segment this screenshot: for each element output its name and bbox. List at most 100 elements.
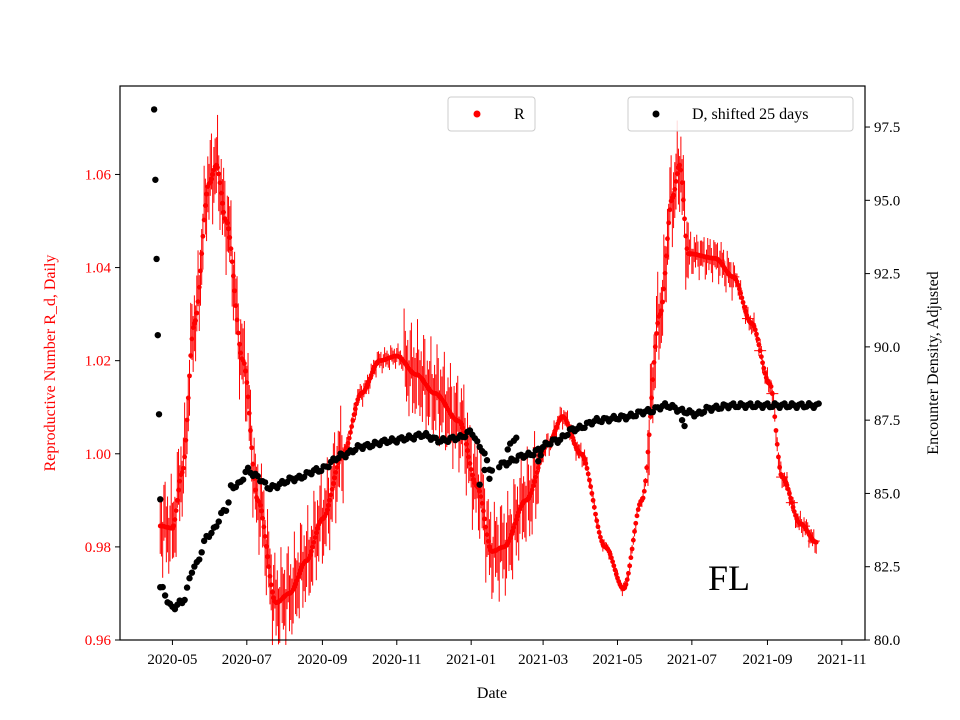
d-point (481, 466, 488, 474)
r-point (595, 524, 601, 530)
legend-d-marker (652, 110, 660, 118)
r-point (785, 486, 791, 492)
r-point (249, 445, 255, 451)
d-point (537, 452, 544, 459)
d-point (261, 479, 269, 486)
d-point (154, 331, 161, 339)
r-point (643, 478, 648, 484)
plot-area (150, 106, 822, 646)
r-point (468, 467, 474, 472)
r-point (640, 495, 646, 501)
d-point (300, 473, 308, 481)
r-point (623, 582, 629, 587)
y-left-tick-label: 1.00 (85, 447, 111, 463)
d-point (181, 596, 188, 604)
d-point (183, 584, 191, 591)
y-axis-left-title: Reproductive Number R_d, Daily (42, 255, 59, 472)
r-point (612, 567, 618, 573)
r-point (590, 497, 596, 503)
d-point (213, 523, 220, 530)
d-point (815, 400, 822, 407)
y-axis-left: 0.96 0.98 1.00 1.02 1.04 1.06 (85, 167, 120, 649)
r-point (791, 509, 797, 514)
r-point (761, 365, 767, 371)
x-tick-label: 2021-07 (667, 652, 717, 668)
d-point (581, 424, 588, 431)
r-point (235, 330, 241, 336)
plot-frame (119, 85, 866, 641)
d-point (476, 481, 483, 488)
d-point (157, 496, 164, 503)
d-point (513, 434, 520, 441)
legend-d: D, shifted 25 days (627, 96, 854, 132)
d-point (486, 475, 493, 482)
y-left-tick-label: 1.02 (85, 354, 111, 370)
d-point (239, 476, 247, 483)
r-point (641, 488, 647, 494)
r-point (482, 516, 487, 522)
x-tick-label: 2020-11 (372, 652, 421, 668)
r-point (611, 563, 617, 569)
r-point (593, 511, 598, 517)
y-left-tick-label: 1.04 (85, 261, 112, 277)
r-point (628, 555, 634, 561)
d-point (678, 416, 686, 424)
r-point (268, 582, 274, 588)
y-right-tick-label: 82.5 (874, 560, 900, 576)
r-point (741, 304, 747, 310)
d-point (504, 446, 511, 453)
x-tick-label: 2021-03 (518, 652, 568, 668)
r-point (584, 465, 590, 471)
d-point (186, 575, 193, 582)
r-point (629, 546, 635, 552)
r-point (758, 354, 764, 360)
legend-r: R (447, 96, 536, 132)
legend-d-label: D, shifted 25 days (692, 106, 808, 123)
x-axis: 2020-05 2020-07 2020-09 2020-11 2021-01 2021-… (147, 640, 867, 668)
r-point (589, 490, 595, 496)
r-point (350, 418, 356, 423)
d-point (244, 464, 252, 472)
d-point (681, 422, 688, 430)
d-point (196, 556, 203, 563)
r-point (776, 454, 781, 460)
legend-r-marker (473, 110, 481, 118)
d-point (474, 438, 481, 445)
y-right-tick-label: 92.5 (874, 267, 900, 283)
y-right-tick-label: 95.0 (874, 193, 900, 209)
d-series (150, 106, 822, 613)
r-point (772, 414, 778, 420)
r-point (682, 216, 687, 222)
r-point (627, 563, 633, 569)
y-right-tick-label: 80.0 (874, 633, 900, 649)
x-tick-label: 2020-09 (297, 652, 347, 668)
y-right-tick-label: 97.5 (874, 120, 900, 136)
x-tick-label: 2020-07 (222, 652, 272, 668)
r-point (630, 537, 636, 543)
x-tick-label: 2021-05 (592, 652, 642, 668)
d-point (155, 411, 163, 418)
r-series (157, 114, 820, 646)
r-point (646, 432, 652, 438)
r-point (241, 361, 247, 366)
y-left-tick-label: 0.96 (85, 633, 112, 649)
d-point (461, 433, 469, 441)
x-tick-label: 2020-05 (147, 652, 197, 668)
r-point (773, 428, 779, 433)
legend-d-box (627, 96, 854, 132)
y-right-tick-label: 87.5 (874, 413, 900, 429)
legend-r-label: R (514, 106, 525, 123)
d-point (215, 518, 222, 525)
r-point (755, 336, 761, 342)
r-point (660, 299, 665, 305)
r-point (229, 259, 235, 265)
r-point (262, 533, 268, 539)
r-point (173, 508, 179, 513)
r-point (591, 504, 597, 510)
d-point (564, 431, 571, 439)
d-point (198, 549, 205, 556)
d-point (649, 408, 657, 416)
r-point (634, 513, 640, 519)
d-point (325, 463, 332, 471)
